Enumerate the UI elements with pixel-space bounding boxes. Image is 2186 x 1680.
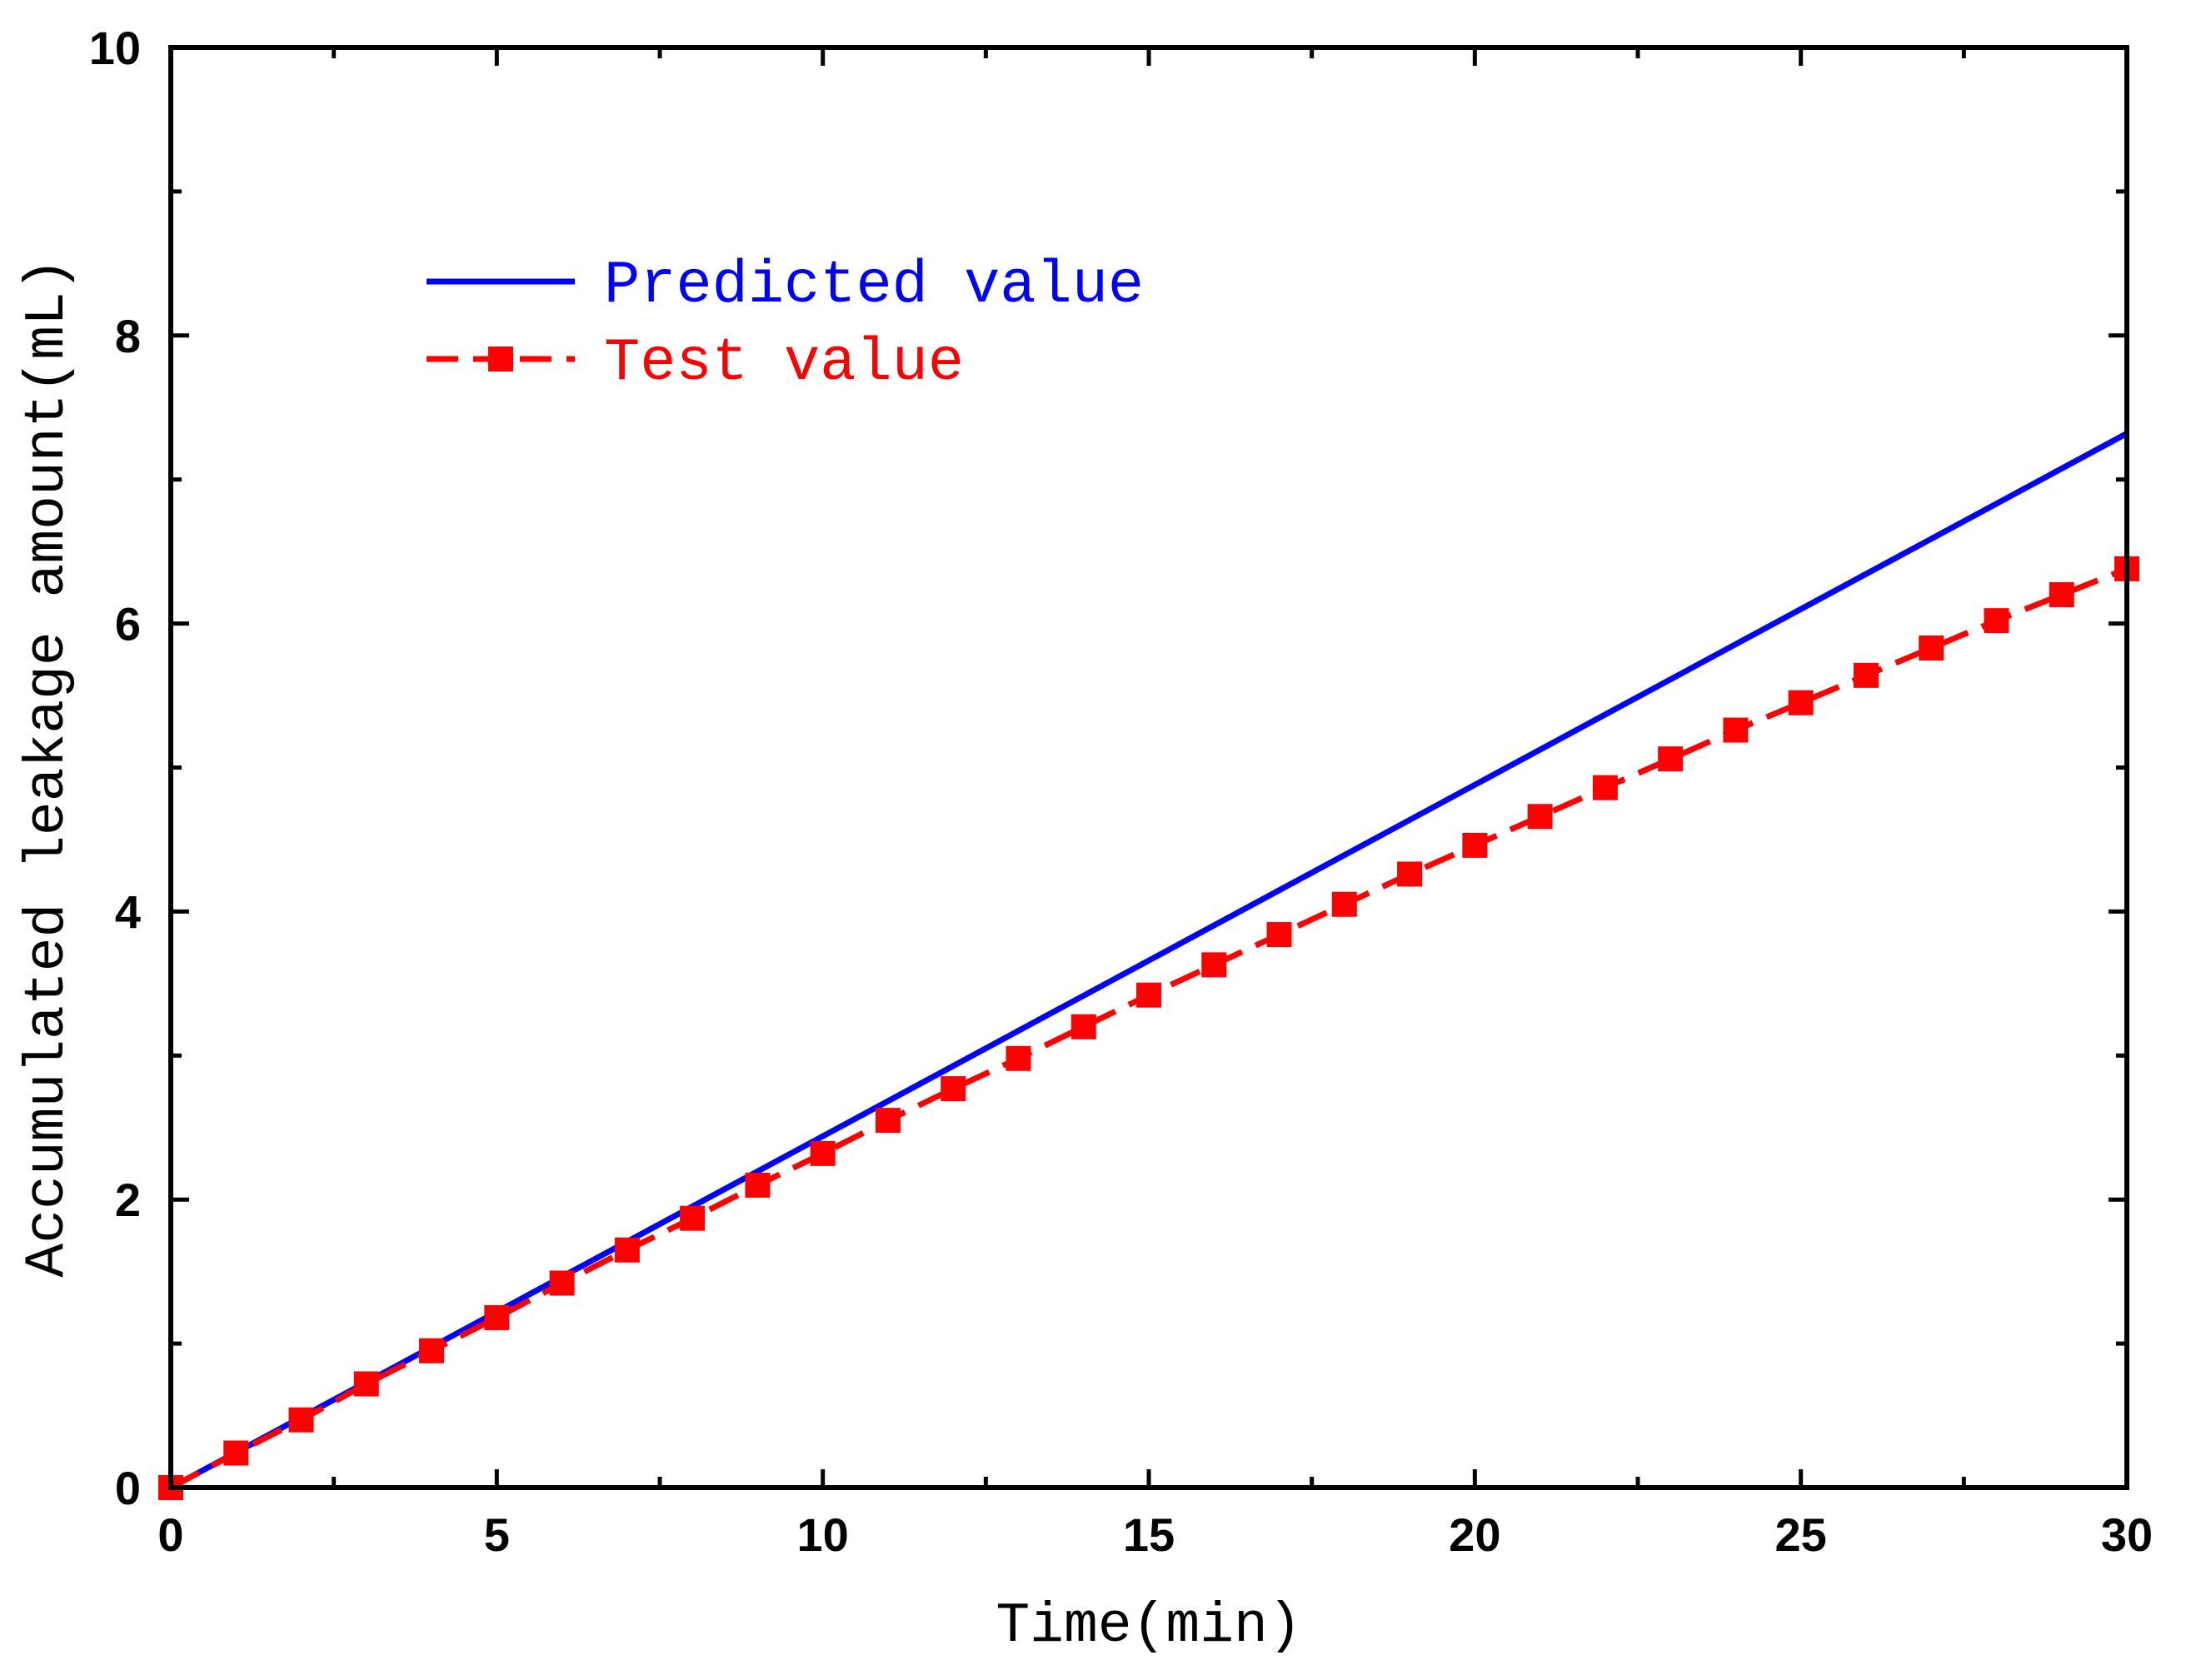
data-point xyxy=(680,1205,706,1231)
x-tick-label: 25 xyxy=(1775,1508,1827,1561)
data-point xyxy=(614,1237,640,1263)
x-tick-label: 5 xyxy=(484,1508,510,1561)
data-point xyxy=(810,1140,836,1166)
data-point xyxy=(1984,608,2009,634)
data-point xyxy=(1331,891,1357,917)
series-line-1 xyxy=(169,431,2129,1491)
data-point xyxy=(1397,861,1423,887)
y-tick-label: 0 xyxy=(115,1462,141,1514)
y-axis-title: Accumulated leakage amount(mL) xyxy=(16,257,80,1277)
plot-frame xyxy=(168,45,2129,1490)
data-point xyxy=(1266,922,1292,948)
data-point xyxy=(745,1172,771,1198)
data-point xyxy=(1788,690,1814,715)
data-point xyxy=(288,1407,314,1433)
legend-marker-2 xyxy=(488,346,513,371)
data-point xyxy=(1006,1045,1031,1071)
x-tick-label: 10 xyxy=(797,1508,849,1561)
legend-label-2: Test value xyxy=(604,329,964,397)
axis-ticks: 0 5 10 15 20 25 30 0 2 4 6 8 10 xyxy=(89,22,2153,1561)
y-tick-label: 6 xyxy=(115,598,141,651)
plot-area xyxy=(158,431,2139,1500)
data-point xyxy=(419,1338,445,1363)
series-line-2 xyxy=(169,566,2129,1491)
data-point xyxy=(1071,1014,1096,1039)
data-point xyxy=(1592,775,1618,800)
data-point xyxy=(875,1108,901,1134)
x-tick-label: 0 xyxy=(157,1508,183,1561)
y-tick-label: 2 xyxy=(115,1174,141,1226)
data-point xyxy=(549,1270,575,1296)
y-tick-label: 4 xyxy=(115,885,141,938)
data-point xyxy=(941,1076,966,1102)
x-tick-label: 15 xyxy=(1123,1508,1175,1561)
data-point xyxy=(1136,982,1161,1008)
data-point xyxy=(1658,746,1684,772)
legend: Predicted value Test value xyxy=(427,252,1144,397)
data-point xyxy=(353,1371,379,1397)
data-point xyxy=(1853,662,1879,688)
x-tick-label: 20 xyxy=(1449,1508,1500,1561)
y-tick-label: 10 xyxy=(89,22,141,74)
data-point xyxy=(223,1440,249,1466)
data-point xyxy=(1201,952,1227,978)
x-tick-label: 30 xyxy=(2101,1508,2153,1561)
x-axis-title: Time(min) xyxy=(996,1594,1301,1658)
data-point xyxy=(1527,804,1553,830)
legend-label-1: Predicted value xyxy=(604,252,1144,320)
data-point xyxy=(1723,717,1749,743)
data-point xyxy=(1919,635,1944,661)
y-tick-label: 8 xyxy=(115,310,141,362)
data-point xyxy=(2049,582,2074,608)
data-point xyxy=(484,1304,510,1330)
data-point xyxy=(1462,832,1488,858)
